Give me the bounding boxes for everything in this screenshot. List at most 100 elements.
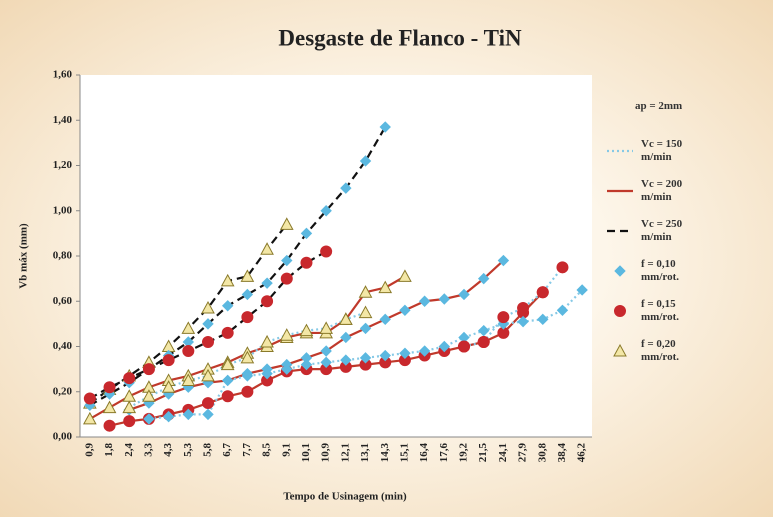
x-tick-label: 12,1 — [339, 443, 351, 462]
marker-diamond — [143, 413, 155, 425]
x-tick-label: 5,8 — [202, 443, 214, 457]
marker-circle — [202, 335, 214, 348]
legend-icon — [613, 344, 627, 357]
marker-diamond — [477, 272, 490, 285]
x-tick-label: 5,3 — [182, 443, 194, 457]
marker-circle — [103, 419, 116, 432]
legend-label: f = 0,10 mm/rot. — [641, 258, 679, 283]
x-tick-label: 0,9 — [83, 443, 95, 457]
marker-diamond — [556, 304, 569, 317]
marker-diamond — [281, 254, 293, 267]
marker-circle — [536, 286, 549, 299]
marker-triangle — [358, 285, 373, 298]
y-tick-label: 0,60 — [53, 295, 73, 307]
marker-diamond — [497, 254, 510, 267]
legend-label: Vc = 250 m/min — [641, 218, 683, 243]
x-tick-label: 17,6 — [438, 443, 450, 463]
legend: ap = 2mm Vc = 150 m/min Vc = 200 m/min Vc … — [605, 100, 755, 378]
marker-circle — [162, 354, 175, 367]
marker-diamond — [537, 313, 549, 326]
legend-item: Vc = 200 m/min — [605, 178, 755, 204]
legend-item: f = 0,10 mm/rot. — [605, 258, 755, 284]
marker-triangle — [279, 328, 294, 341]
marker-triangle — [201, 300, 215, 314]
marker-triangle — [102, 400, 117, 414]
series-line — [148, 289, 583, 420]
marker-diamond — [614, 265, 626, 277]
x-axis-title: Tempo de Usinagem (min) — [283, 491, 407, 503]
y-tick-label: 1,40 — [53, 114, 73, 126]
marker-triangle — [83, 411, 97, 425]
marker-diamond — [399, 347, 411, 359]
marker-circle — [241, 311, 254, 324]
marker-diamond — [399, 304, 411, 317]
marker-triangle — [613, 344, 627, 357]
y-tick-label: 1,60 — [53, 69, 73, 81]
marker-triangle — [319, 321, 333, 334]
legend-label: Vc = 200 m/min — [641, 178, 683, 203]
legend-title: ap = 2mm — [635, 100, 683, 112]
marker-circle — [517, 302, 530, 315]
marker-diamond — [340, 354, 352, 366]
marker-diamond — [379, 121, 391, 133]
marker-diamond — [241, 288, 254, 301]
x-tick-label: 3,3 — [142, 443, 154, 457]
marker-triangle — [181, 321, 196, 334]
marker-triangle — [240, 350, 255, 364]
x-tick-label: 10,9 — [320, 443, 332, 463]
marker-diamond — [162, 410, 175, 423]
marker-diamond — [418, 295, 431, 307]
series-line — [89, 126, 387, 407]
legend-icon — [607, 229, 633, 233]
legend-item: f = 0,15 mm/rot. — [605, 298, 755, 324]
marker-triangle — [181, 373, 196, 386]
marker-diamond — [241, 370, 254, 382]
marker-diamond — [458, 288, 470, 301]
marker-diamond — [418, 345, 431, 357]
marker-diamond — [379, 349, 391, 362]
marker-circle — [614, 305, 626, 317]
marker-diamond — [221, 300, 234, 312]
x-tick-label: 19,2 — [458, 443, 470, 463]
marker-circle — [261, 295, 274, 308]
legend-item: Vc = 250 m/min — [605, 218, 755, 244]
chart-title: Desgaste de Flanco - TiN — [278, 25, 522, 50]
legend-icon — [607, 149, 633, 153]
x-tick-label: 2,4 — [123, 443, 135, 457]
x-tick-label: 21,5 — [477, 443, 489, 463]
y-tick-label: 1,00 — [53, 204, 73, 216]
marker-circle — [300, 256, 313, 269]
marker-diamond — [517, 315, 529, 328]
marker-circle — [458, 340, 470, 353]
marker-diamond — [359, 322, 372, 335]
plot-area — [80, 75, 592, 437]
marker-circle — [103, 381, 116, 394]
marker-circle — [202, 397, 214, 410]
x-tick-label: 15,1 — [398, 443, 410, 462]
marker-circle — [556, 261, 569, 274]
x-tick-label: 9,1 — [280, 443, 292, 457]
marker-circle — [83, 392, 96, 405]
marker-triangle — [161, 380, 176, 393]
y-tick-label: 0,80 — [53, 250, 73, 262]
marker-diamond — [320, 345, 332, 357]
y-tick-label: 0,40 — [53, 340, 73, 352]
marker-circle — [221, 326, 234, 339]
legend-icon — [614, 265, 626, 277]
marker-diamond — [359, 352, 372, 364]
legend-icon — [607, 189, 633, 193]
legend-label: Vc = 150 m/min — [641, 138, 683, 163]
legend-item: Vc = 150 m/min — [605, 138, 755, 164]
legend-icon — [614, 305, 626, 317]
marker-circle — [182, 345, 195, 358]
x-tick-label: 14,3 — [379, 443, 391, 463]
marker-diamond — [300, 227, 313, 240]
marker-circle — [477, 335, 490, 348]
marker-diamond — [221, 374, 234, 387]
marker-triangle — [122, 400, 137, 414]
legend-label: f = 0,20 mm/rot. — [641, 338, 679, 363]
marker-diamond — [261, 277, 273, 289]
marker-diamond — [320, 205, 332, 217]
marker-triangle — [220, 357, 235, 371]
